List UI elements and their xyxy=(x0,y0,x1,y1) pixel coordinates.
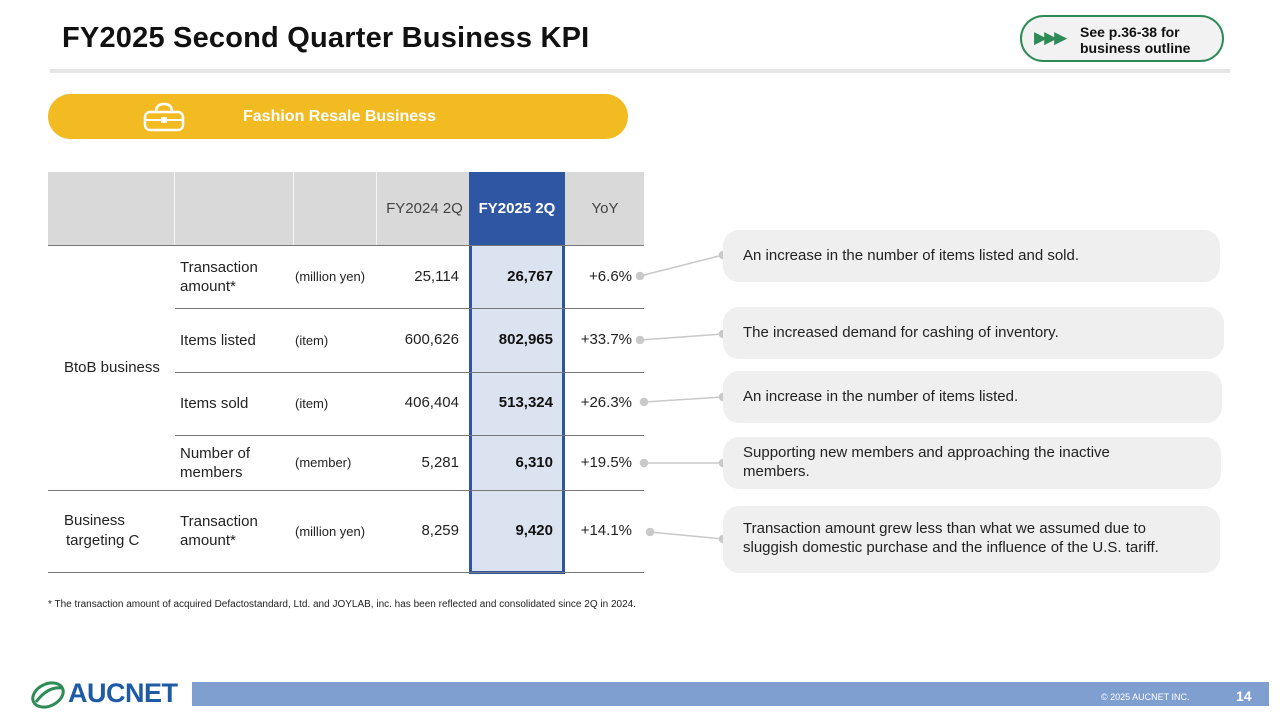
metric-label: Number of members xyxy=(180,444,250,482)
metric-label: Transaction amount* xyxy=(180,258,258,296)
col-header-fy2024: FY2024 2Q xyxy=(386,200,463,217)
section-banner: Fashion Resale Business xyxy=(48,94,628,139)
aucnet-logo xyxy=(31,681,65,709)
note-text: An increase in the number of items liste… xyxy=(743,388,1019,405)
fy2024-value: 25,114 xyxy=(414,268,459,285)
segment-label-btob: BtoB business xyxy=(64,359,160,376)
note-text: The increased demand for cashing of inve… xyxy=(743,324,1059,341)
table-rule xyxy=(48,572,644,573)
note-line-1: Supporting new members and approaching t… xyxy=(743,444,1110,461)
ref-line-2: business outline xyxy=(1080,40,1191,56)
triple-arrow-icon: ▶▶▶ xyxy=(1034,28,1067,47)
title-divider xyxy=(50,69,1230,73)
metric-label: Transaction amount* xyxy=(180,512,258,550)
fy2024-value: 600,626 xyxy=(404,331,459,348)
segment-label-btoc: Business targeting C xyxy=(64,511,139,551)
table-rule xyxy=(48,490,644,491)
fy2025-header-cell xyxy=(469,172,565,246)
note-line-2: sluggish domestic purchase and the influ… xyxy=(743,539,1159,556)
footnote: * The transaction amount of acquired Def… xyxy=(48,599,636,610)
metric-label-line-2: amount* xyxy=(180,278,236,295)
table-rule xyxy=(175,308,644,309)
yoy-value: +33.7% xyxy=(580,331,632,348)
fy2024-value: 406,404 xyxy=(404,394,459,411)
page-reference-text: See p.36-38 for business outline xyxy=(1080,24,1190,56)
header-divider xyxy=(174,172,175,246)
col-header-yoy: YoY xyxy=(591,200,619,217)
note-line-2: members. xyxy=(743,463,810,480)
fy2025-value: 9,420 xyxy=(515,522,553,539)
commentary-note: The increased demand for cashing of inve… xyxy=(723,307,1224,359)
banner-label: Fashion Resale Business xyxy=(243,108,436,125)
segment-label-line-1: Business xyxy=(64,512,125,529)
page-number: 14 xyxy=(1236,688,1252,704)
page-reference-badge: ▶▶▶ See p.36-38 for business outline xyxy=(1020,15,1224,62)
note-text: Supporting new members and approaching t… xyxy=(743,443,1110,481)
commentary-note: An increase in the number of items liste… xyxy=(723,230,1220,282)
fy2025-value: 26,767 xyxy=(507,268,553,285)
metric-label-line-2: amount* xyxy=(180,532,236,549)
unit-label: (million yen) xyxy=(295,269,366,284)
yoy-value: +14.1% xyxy=(580,522,632,539)
yoy-value: +19.5% xyxy=(580,454,632,471)
ref-line-1: See p.36-38 for xyxy=(1080,24,1180,40)
commentary-note: An increase in the number of items liste… xyxy=(723,371,1222,423)
yoy-value: +26.3% xyxy=(580,394,632,411)
header-divider xyxy=(376,172,377,246)
unit-label: (item) xyxy=(295,333,329,348)
handbag-icon xyxy=(143,102,185,132)
fy2025-value: 802,965 xyxy=(498,331,553,348)
segment-label-line-2: targeting C xyxy=(66,532,140,549)
fy2024-value: 8,259 xyxy=(421,522,459,539)
note-text: An increase in the number of items liste… xyxy=(743,247,1080,264)
metric-label-line-2: members xyxy=(180,464,243,481)
yoy-value: +6.6% xyxy=(589,268,632,285)
metric-label-line-1: Transaction xyxy=(180,513,258,530)
page-title: FY2025 Second Quarter Business KPI xyxy=(62,22,590,54)
table-rule xyxy=(175,372,644,373)
fy2025-value: 6,310 xyxy=(515,454,553,471)
fy2025-value: 513,324 xyxy=(498,394,553,411)
unit-label: (million yen) xyxy=(295,524,366,539)
note-text: Transaction amount grew less than what w… xyxy=(743,519,1159,557)
unit-label: (member) xyxy=(295,455,352,470)
logo-wordmark: AUCNET xyxy=(68,678,178,708)
unit-label: (item) xyxy=(295,396,329,411)
commentary-note: Transaction amount grew less than what w… xyxy=(723,506,1220,573)
footer-bar xyxy=(192,682,1269,706)
metric-label-line-1: Number of xyxy=(180,445,251,462)
metric-label-line-1: Transaction xyxy=(180,259,258,276)
copyright: © 2025 AUCNET INC. xyxy=(1101,692,1190,702)
table-rule xyxy=(175,435,644,436)
fy2024-value: 5,281 xyxy=(421,454,459,471)
header-divider xyxy=(293,172,294,246)
commentary-note: Supporting new members and approaching t… xyxy=(723,437,1221,489)
note-line-1: Transaction amount grew less than what w… xyxy=(743,520,1146,537)
col-header-fy2025: FY2025 2Q xyxy=(478,200,556,217)
metric-label: Items sold xyxy=(180,395,249,412)
table-rule xyxy=(48,245,644,246)
metric-label: Items listed xyxy=(180,332,256,349)
